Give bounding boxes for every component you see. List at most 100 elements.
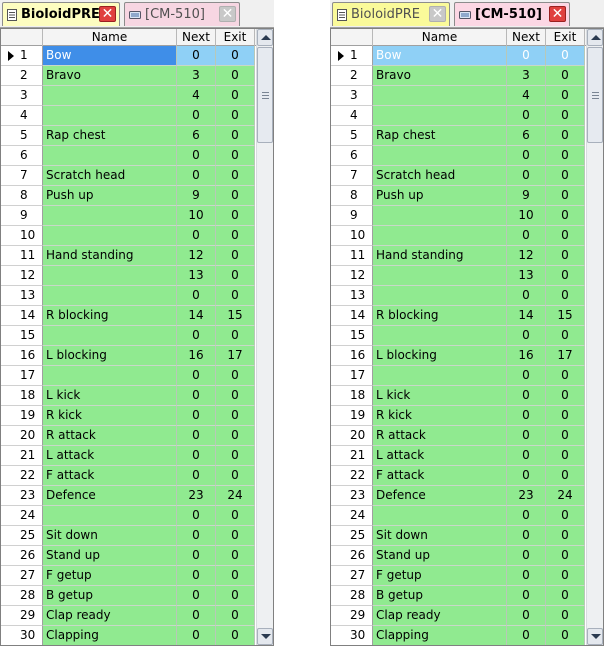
motion-name-cell[interactable]: Push up: [43, 186, 177, 206]
motion-name-cell[interactable]: Defence: [43, 486, 177, 506]
row-index[interactable]: 4: [1, 106, 43, 126]
row-index[interactable]: 25: [331, 526, 373, 546]
table-row[interactable]: 7 Scratch head 0 0: [331, 166, 586, 186]
table-row[interactable]: 11 Hand standing 12 0: [1, 246, 256, 266]
next-cell[interactable]: 0: [507, 326, 546, 346]
motion-name-cell[interactable]: [373, 226, 507, 246]
next-cell[interactable]: 0: [177, 46, 216, 66]
table-row[interactable]: 13 0 0: [331, 286, 586, 306]
row-index[interactable]: 1: [1, 46, 43, 66]
row-index[interactable]: 23: [331, 486, 373, 506]
next-cell[interactable]: 0: [177, 626, 216, 645]
table-row[interactable]: 5 Rap chest 6 0: [331, 126, 586, 146]
motion-name-cell[interactable]: [373, 206, 507, 226]
row-index[interactable]: 17: [331, 366, 373, 386]
header-exit[interactable]: Exit: [546, 29, 585, 46]
motion-name-cell[interactable]: F getup: [43, 566, 177, 586]
motion-name-cell[interactable]: L kick: [43, 386, 177, 406]
table-row[interactable]: 23 Defence 23 24: [1, 486, 256, 506]
exit-cell[interactable]: 0: [216, 626, 255, 645]
exit-cell[interactable]: 0: [216, 86, 255, 106]
row-index[interactable]: 20: [331, 426, 373, 446]
next-cell[interactable]: 0: [507, 586, 546, 606]
exit-cell[interactable]: 0: [546, 606, 585, 626]
close-icon[interactable]: ✕: [429, 6, 446, 22]
next-cell[interactable]: 13: [177, 266, 216, 286]
table-row[interactable]: 16 L blocking 16 17: [1, 346, 256, 366]
exit-cell[interactable]: 0: [216, 566, 255, 586]
motion-name-cell[interactable]: [373, 266, 507, 286]
table-row[interactable]: 8 Push up 9 0: [331, 186, 586, 206]
row-index[interactable]: 16: [1, 346, 43, 366]
exit-cell[interactable]: 0: [546, 286, 585, 306]
exit-cell[interactable]: 0: [546, 246, 585, 266]
row-index[interactable]: 19: [1, 406, 43, 426]
row-index[interactable]: 14: [1, 306, 43, 326]
table-row[interactable]: 19 R kick 0 0: [331, 406, 586, 426]
table-row[interactable]: 29 Clap ready 0 0: [1, 606, 256, 626]
exit-cell[interactable]: 0: [546, 466, 585, 486]
motion-name-cell[interactable]: Bow: [43, 46, 177, 66]
table-row[interactable]: 27 F getup 0 0: [331, 566, 586, 586]
motion-name-cell[interactable]: Rap chest: [373, 126, 507, 146]
next-cell[interactable]: 4: [177, 86, 216, 106]
motion-name-cell[interactable]: F attack: [43, 466, 177, 486]
motion-name-cell[interactable]: [43, 206, 177, 226]
table-row[interactable]: 17 0 0: [1, 366, 256, 386]
exit-cell[interactable]: 0: [216, 426, 255, 446]
table-row[interactable]: 28 B getup 0 0: [331, 586, 586, 606]
next-cell[interactable]: 6: [507, 126, 546, 146]
row-index[interactable]: 13: [1, 286, 43, 306]
exit-cell[interactable]: 0: [546, 206, 585, 226]
next-cell[interactable]: 13: [507, 266, 546, 286]
motion-name-cell[interactable]: [43, 326, 177, 346]
next-cell[interactable]: 0: [177, 106, 216, 126]
motion-name-cell[interactable]: [373, 326, 507, 346]
row-index[interactable]: 26: [331, 546, 373, 566]
row-index[interactable]: 7: [331, 166, 373, 186]
exit-cell[interactable]: 0: [546, 426, 585, 446]
next-cell[interactable]: 0: [507, 386, 546, 406]
exit-cell[interactable]: 15: [216, 306, 255, 326]
next-cell[interactable]: 0: [177, 526, 216, 546]
row-index[interactable]: 28: [1, 586, 43, 606]
table-row[interactable]: 24 0 0: [1, 506, 256, 526]
table-row[interactable]: 23 Defence 23 24: [331, 486, 586, 506]
row-index[interactable]: 21: [1, 446, 43, 466]
table-row[interactable]: 18 L kick 0 0: [1, 386, 256, 406]
exit-cell[interactable]: 0: [216, 226, 255, 246]
next-cell[interactable]: 0: [177, 386, 216, 406]
exit-cell[interactable]: 0: [216, 166, 255, 186]
table-row[interactable]: 13 0 0: [1, 286, 256, 306]
next-cell[interactable]: 10: [507, 206, 546, 226]
row-index[interactable]: 22: [1, 466, 43, 486]
motion-name-cell[interactable]: Sit down: [373, 526, 507, 546]
next-cell[interactable]: 0: [507, 226, 546, 246]
row-index[interactable]: 17: [1, 366, 43, 386]
table-row[interactable]: 10 0 0: [1, 226, 256, 246]
row-index[interactable]: 2: [1, 66, 43, 86]
row-index[interactable]: 24: [331, 506, 373, 526]
tab-bioloidpre[interactable]: BioloidPRE ✕: [332, 2, 450, 26]
motion-name-cell[interactable]: Hand standing: [43, 246, 177, 266]
row-index[interactable]: 10: [1, 226, 43, 246]
motion-name-cell[interactable]: Stand up: [43, 546, 177, 566]
table-row[interactable]: 12 13 0: [1, 266, 256, 286]
motion-name-cell[interactable]: B getup: [373, 586, 507, 606]
exit-cell[interactable]: 24: [216, 486, 255, 506]
next-cell[interactable]: 16: [507, 346, 546, 366]
next-cell[interactable]: 0: [177, 286, 216, 306]
table-row[interactable]: 16 L blocking 16 17: [331, 346, 586, 366]
row-index[interactable]: 8: [1, 186, 43, 206]
table-row[interactable]: 9 10 0: [1, 206, 256, 226]
exit-cell[interactable]: 0: [216, 146, 255, 166]
table-row[interactable]: 17 0 0: [331, 366, 586, 386]
row-index[interactable]: 18: [331, 386, 373, 406]
motion-name-cell[interactable]: [43, 286, 177, 306]
row-index[interactable]: 3: [1, 86, 43, 106]
exit-cell[interactable]: 0: [216, 366, 255, 386]
row-index[interactable]: 29: [331, 606, 373, 626]
exit-cell[interactable]: 0: [546, 406, 585, 426]
